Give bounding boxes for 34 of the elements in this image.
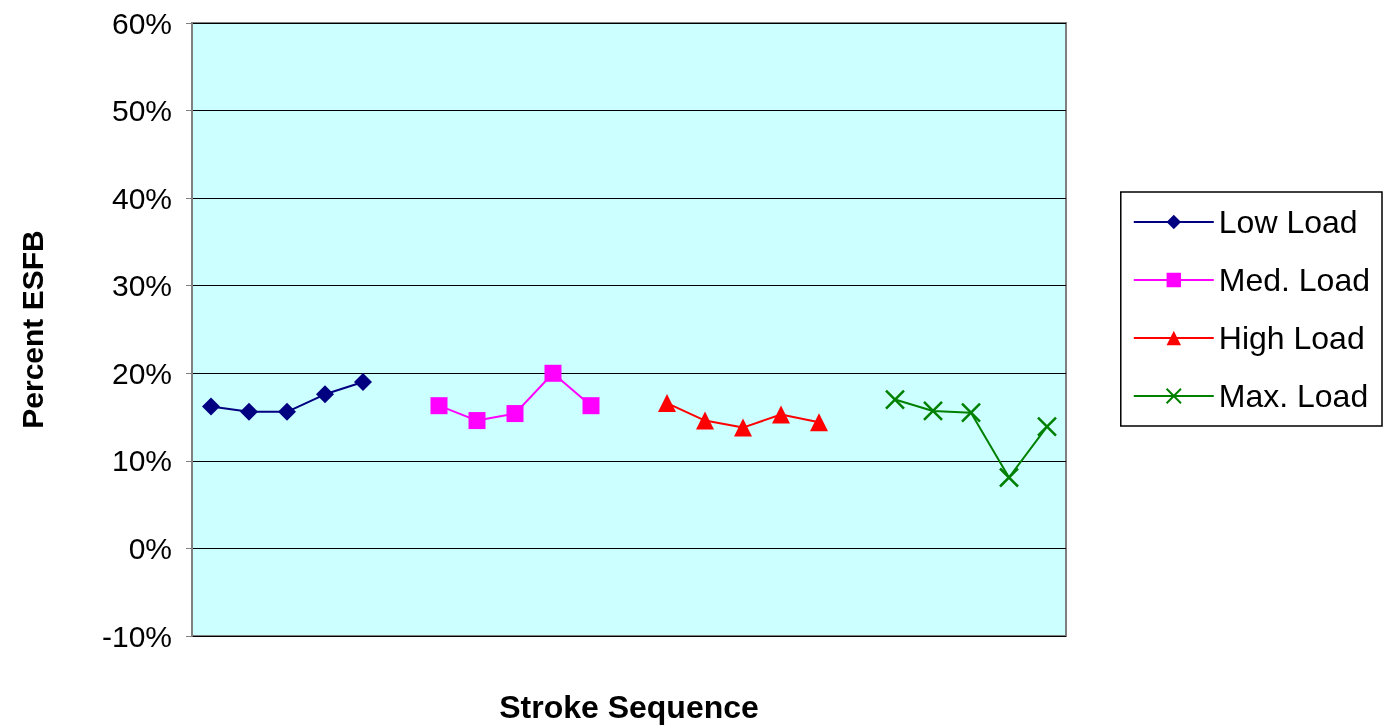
point — [354, 373, 372, 392]
legend-label: Low Load — [1218, 204, 1358, 240]
point — [772, 405, 790, 424]
point — [582, 397, 600, 415]
point — [316, 385, 334, 404]
point — [468, 412, 486, 430]
point — [1036, 416, 1058, 437]
point — [506, 405, 524, 423]
point — [278, 402, 296, 421]
point — [430, 397, 448, 415]
point — [922, 400, 944, 422]
y-tick-label: 30% — [111, 269, 172, 303]
y-tick-label: 60% — [111, 6, 172, 40]
legend-label: High Load — [1218, 320, 1365, 356]
point — [960, 402, 982, 423]
point — [998, 467, 1020, 488]
point — [240, 402, 258, 421]
y-tick-label: 20% — [111, 356, 172, 390]
y-tick-label: 50% — [111, 94, 172, 128]
y-tick-label: -10% — [101, 619, 172, 653]
point — [734, 418, 752, 437]
point — [696, 411, 714, 430]
y-tick-label: 10% — [111, 444, 172, 478]
point — [658, 394, 676, 413]
y-tick-label: 40% — [111, 181, 172, 215]
point — [810, 413, 828, 432]
legend-label: Med. Load — [1218, 262, 1370, 298]
y-tick-label: 0% — [128, 531, 172, 565]
point — [884, 389, 906, 410]
legend-label: Max. Load — [1218, 378, 1369, 414]
point — [544, 364, 562, 382]
y-axis-title: Percent ESFB — [15, 230, 49, 429]
point — [202, 397, 220, 416]
x-axis-title: Stroke Sequence — [499, 689, 759, 725]
